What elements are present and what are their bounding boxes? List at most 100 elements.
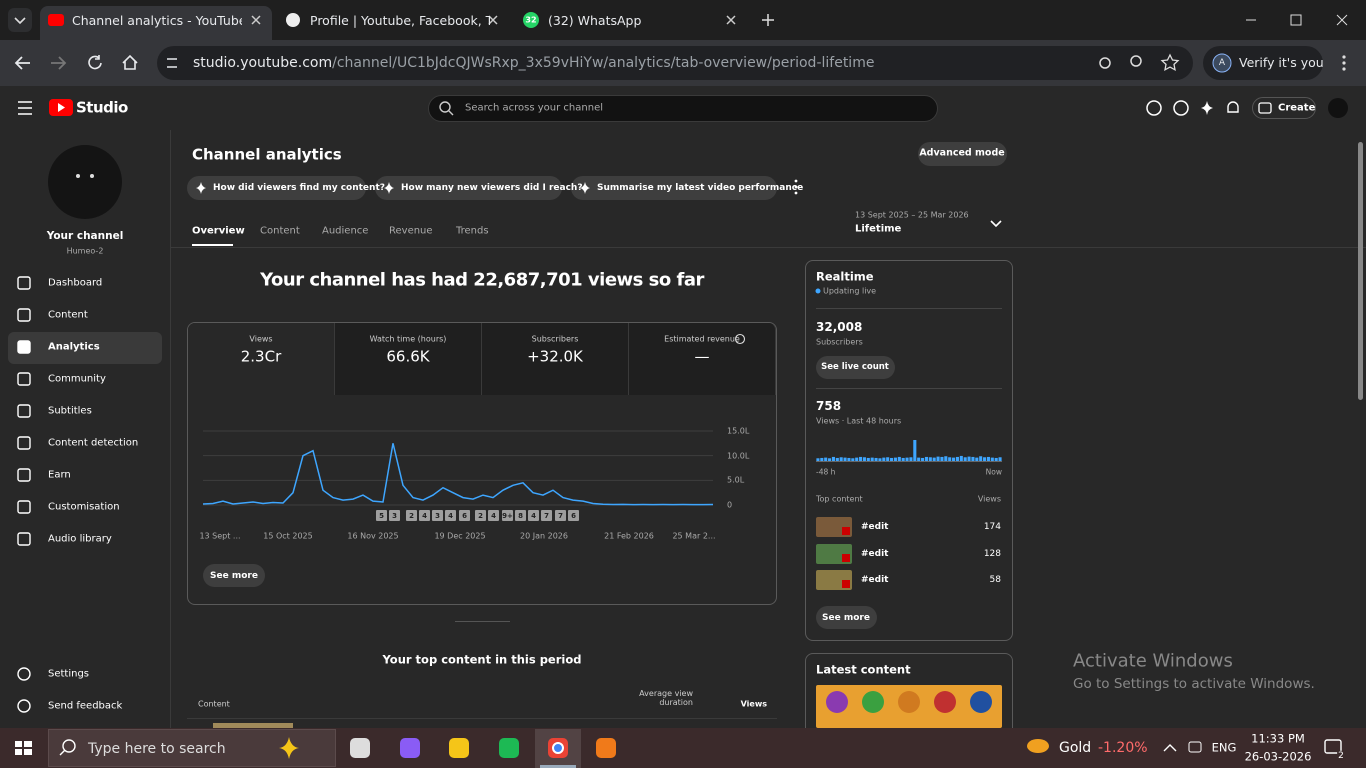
publish-badge-count[interactable]: 7 — [544, 511, 549, 520]
profile-initial: A — [1218, 57, 1226, 68]
see-more-label[interactable]: See more — [822, 612, 870, 623]
nav-item[interactable]: Content — [48, 309, 88, 321]
hourly-bar — [983, 457, 987, 461]
publish-badge[interactable] — [515, 510, 526, 521]
suggestion-label[interactable]: How did viewers find my content? — [213, 182, 385, 193]
video-title[interactable]: #edit — [861, 521, 889, 532]
nav-item[interactable]: Send feedback — [48, 700, 123, 712]
gold-icon — [1027, 739, 1049, 753]
search-box[interactable] — [428, 95, 938, 122]
nav-item[interactable]: Dashboard — [48, 277, 103, 289]
publish-badge[interactable] — [376, 510, 387, 521]
live-count-label[interactable]: See live count — [821, 362, 889, 373]
sparkle — [580, 182, 590, 194]
omnibox[interactable] — [157, 46, 1193, 80]
see-more-button[interactable] — [203, 564, 265, 587]
publish-badge-count[interactable]: 8 — [518, 511, 523, 520]
nav-item[interactable]: Subtitles — [48, 405, 92, 417]
nav-icon — [17, 436, 31, 450]
metric-tile[interactable] — [482, 323, 629, 395]
publish-badge[interactable] — [389, 510, 400, 521]
nav-item[interactable]: Content detection — [48, 437, 139, 449]
analytics-tab[interactable]: Content — [260, 225, 300, 237]
publish-badge-count[interactable]: 6 — [571, 511, 576, 520]
suggestion-label[interactable]: How many new viewers did I reach? — [401, 182, 583, 193]
yt-play — [58, 103, 65, 112]
analytics-tab[interactable]: Audience — [322, 225, 369, 237]
create-label[interactable]: Create — [1278, 102, 1316, 114]
publish-badge-count[interactable]: 3 — [392, 511, 397, 520]
tab-menu[interactable] — [8, 8, 32, 32]
clock-date[interactable]: 26-03-2026 — [1244, 749, 1312, 764]
suggestion-chip[interactable] — [571, 176, 777, 200]
publish-badge-count[interactable]: 3 — [435, 511, 440, 520]
publish-badge[interactable] — [541, 510, 552, 521]
date-range[interactable]: 13 Sept 2025 – 25 Mar 2026 — [855, 210, 969, 220]
publish-badge[interactable] — [406, 510, 417, 521]
tab-title[interactable]: Channel analytics - YouTube Stu — [72, 13, 242, 28]
nav-item[interactable]: Earn — [48, 469, 71, 481]
publish-badge[interactable] — [488, 510, 499, 521]
notification-count[interactable]: 2 — [1337, 750, 1345, 762]
nav-item[interactable]: Analytics — [48, 341, 100, 353]
taskbar-search-text[interactable]: Type here to search — [88, 740, 226, 757]
publish-badge[interactable] — [528, 510, 539, 521]
publish-badge-count[interactable]: 2 — [478, 511, 483, 520]
hourly-bar — [843, 457, 847, 461]
verify-label[interactable]: Verify it's you — [1239, 54, 1324, 70]
suggestion-label[interactable]: Summarise my latest video performance — [597, 182, 804, 193]
nav-icon — [17, 308, 31, 322]
publish-badge-count[interactable]: 7 — [558, 511, 563, 520]
publish-badge-count[interactable]: 4 — [491, 511, 496, 520]
tab-title[interactable]: Profile | Youtube, Facebook, Twi — [310, 13, 490, 28]
metric-tile[interactable] — [188, 323, 335, 395]
publish-badge-count[interactable]: 4 — [531, 511, 536, 520]
publish-badge[interactable] — [555, 510, 566, 521]
analytics-tab[interactable]: Revenue — [389, 225, 433, 237]
publish-badge-count[interactable]: 5 — [379, 511, 384, 520]
tab-title[interactable]: (32) WhatsApp — [548, 13, 642, 28]
nav-item[interactable]: Community — [48, 373, 106, 385]
notification-icon — [1324, 739, 1342, 754]
tab-close — [488, 15, 498, 25]
video-title[interactable]: #edit — [861, 548, 889, 559]
publish-badge-count[interactable]: 4 — [422, 511, 427, 520]
publish-badge[interactable] — [432, 510, 443, 521]
publish-badge[interactable] — [475, 510, 486, 521]
chrome-underline — [540, 765, 576, 768]
nav-item[interactable]: Settings — [48, 668, 90, 680]
metric-tile[interactable] — [629, 323, 776, 395]
suggestion-chip[interactable] — [375, 176, 562, 200]
publish-badge[interactable] — [502, 510, 513, 521]
publish-badge-count[interactable]: 2 — [409, 511, 414, 520]
tab-close — [726, 15, 736, 25]
suggestion-chip[interactable] — [187, 176, 366, 200]
section-divider — [455, 621, 510, 622]
analytics-tab[interactable]: Trends — [456, 225, 489, 237]
clock-time[interactable]: 11:33 PM — [1251, 731, 1305, 746]
publish-badge[interactable] — [419, 510, 430, 521]
analytics-tab[interactable]: Overview — [192, 225, 245, 237]
ticker-change[interactable]: -1.20% — [1098, 739, 1148, 756]
ticker-name[interactable]: Gold — [1059, 739, 1092, 756]
publish-badge-count[interactable]: 9+ — [502, 511, 513, 520]
nav-item[interactable]: Audio library — [48, 533, 112, 545]
nav-item[interactable]: Customisation — [48, 501, 120, 513]
advanced-mode-button[interactable] — [918, 142, 1007, 166]
publish-badge[interactable] — [568, 510, 579, 521]
publish-badge-count[interactable]: 6 — [462, 511, 467, 520]
create-button[interactable] — [1252, 97, 1316, 119]
video-title[interactable]: #edit — [861, 574, 889, 585]
publish-badge-count[interactable]: 4 — [448, 511, 453, 520]
period[interactable]: Lifetime — [855, 223, 902, 235]
language[interactable]: ENG — [1211, 740, 1237, 755]
hourly-bar — [917, 457, 921, 461]
publish-badge[interactable] — [459, 510, 470, 521]
rt-see-more-button[interactable] — [816, 606, 877, 629]
metric-tile[interactable] — [335, 323, 482, 395]
see-more-label[interactable]: See more — [210, 570, 258, 581]
advanced-mode-label[interactable]: Advanced mode — [919, 147, 1005, 159]
hourly-bar — [855, 457, 859, 461]
publish-badge[interactable] — [445, 510, 456, 521]
live-count-button[interactable] — [816, 356, 895, 379]
